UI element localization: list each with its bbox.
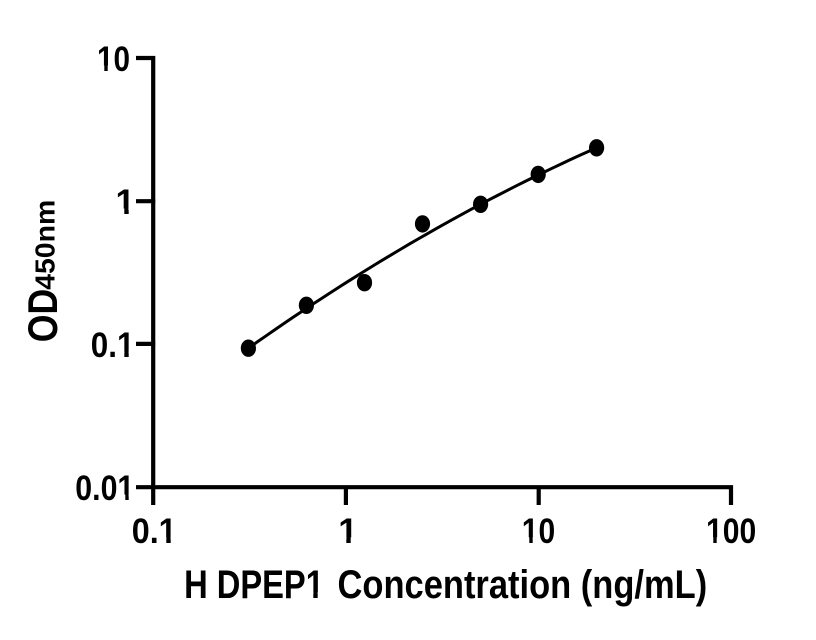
- svg-text:10: 10: [522, 512, 555, 551]
- svg-text:Concentration (ng/mL): Concentration (ng/mL): [338, 563, 708, 607]
- svg-text:OD: OD: [19, 289, 66, 343]
- svg-text:0.1: 0.1: [132, 512, 177, 551]
- svg-text:H DPEP1: H DPEP1: [184, 563, 324, 607]
- svg-text:0.01: 0.01: [75, 469, 134, 508]
- svg-text:10: 10: [97, 40, 130, 79]
- svg-text:100: 100: [706, 512, 756, 551]
- svg-text:450nm: 450nm: [30, 200, 61, 290]
- svg-text:0.1: 0.1: [91, 326, 135, 365]
- svg-text:1: 1: [116, 183, 135, 222]
- svg-text:1: 1: [338, 512, 357, 551]
